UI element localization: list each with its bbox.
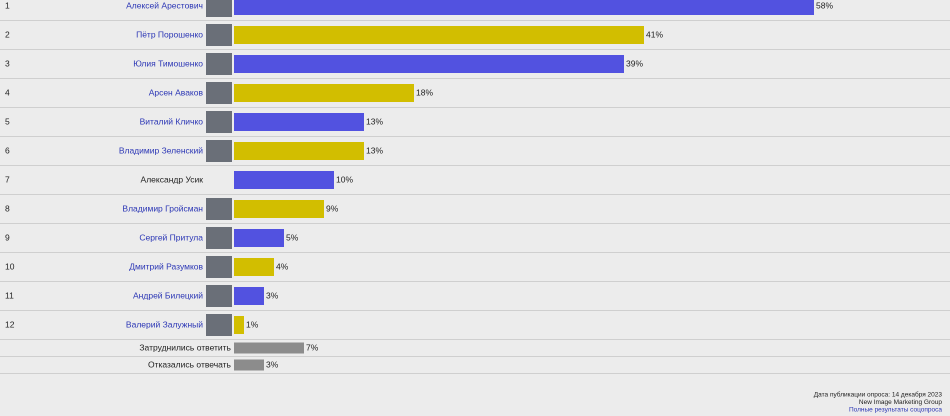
results-link[interactable]: Полные результаты соцопроса — [849, 407, 942, 414]
value-label: 13% — [366, 116, 383, 126]
candidate-name[interactable]: Арсен Аваков — [149, 87, 204, 97]
row-number: 6 — [5, 145, 10, 155]
bar — [234, 0, 814, 15]
row-number: 7 — [5, 174, 10, 184]
row-number: 5 — [5, 116, 10, 126]
value-label: 9% — [326, 203, 339, 213]
bar — [234, 287, 264, 305]
row-number: 1 — [5, 0, 10, 10]
bar — [234, 316, 244, 334]
photo — [206, 198, 232, 220]
value-label: 3% — [266, 359, 279, 369]
value-label: 5% — [286, 232, 299, 242]
bar — [234, 84, 414, 102]
candidate-name[interactable]: Андрей Билецкий — [133, 290, 203, 300]
value-label: 39% — [626, 58, 643, 68]
candidate-name[interactable]: Дмитрий Разумков — [129, 261, 203, 271]
row-number: 8 — [5, 203, 10, 213]
value-label: 41% — [646, 29, 663, 39]
candidate-name[interactable]: Юлия Тимошенко — [133, 58, 203, 68]
photo — [206, 82, 232, 104]
candidate-name[interactable]: Владимир Зеленский — [119, 145, 203, 155]
row-number: 4 — [5, 87, 10, 97]
row-number: 9 — [5, 232, 10, 242]
row-number: 11 — [5, 290, 14, 300]
photo — [206, 0, 232, 17]
candidate-name[interactable]: Сергей Притула — [139, 232, 203, 242]
value-label: 10% — [336, 174, 353, 184]
value-label: 18% — [416, 87, 433, 97]
bar — [234, 229, 284, 247]
bar — [234, 26, 644, 44]
candidate-name[interactable]: Виталий Кличко — [140, 116, 204, 126]
value-label: 13% — [366, 145, 383, 155]
row-number: 12 — [5, 319, 15, 329]
bar — [234, 142, 364, 160]
source: New Image Marketing Group — [859, 399, 942, 406]
candidate-name: Отказались отвечать — [148, 359, 232, 369]
photo — [206, 256, 232, 278]
candidate-name[interactable]: Алексей Арестович — [126, 0, 203, 10]
photo — [206, 227, 232, 249]
photo — [206, 285, 232, 307]
row-number: 3 — [5, 58, 10, 68]
bar — [234, 171, 334, 189]
value-label: 1% — [246, 319, 259, 329]
value-label: 4% — [276, 261, 289, 271]
bar — [234, 55, 624, 73]
photo — [206, 111, 232, 133]
candidate-name[interactable]: Владимир Гройсман — [122, 203, 203, 213]
photo — [206, 53, 232, 75]
candidate-name: Затруднились ответить — [139, 342, 231, 352]
candidate-name: Александр Усик — [141, 174, 204, 184]
value-label: 3% — [266, 290, 279, 300]
photo — [206, 140, 232, 162]
row-number: 10 — [5, 261, 15, 271]
publication-date: Дата публикации опроса: 14 декабря 2023 — [814, 391, 943, 399]
value-label: 7% — [306, 342, 319, 352]
candidate-name[interactable]: Пётр Порошенко — [136, 29, 203, 39]
row-number: 2 — [5, 29, 10, 39]
bar — [234, 200, 324, 218]
bar — [234, 359, 264, 371]
candidate-name[interactable]: Валерий Залужный — [126, 319, 203, 329]
bar — [234, 258, 274, 276]
bar — [234, 342, 304, 354]
photo — [206, 24, 232, 46]
bar — [234, 113, 364, 131]
value-label: 58% — [816, 0, 833, 10]
photo — [206, 314, 232, 336]
